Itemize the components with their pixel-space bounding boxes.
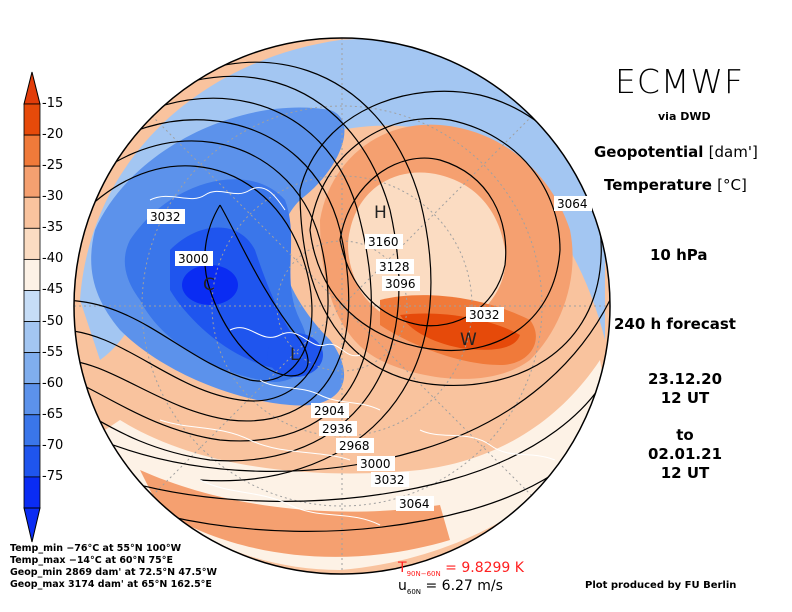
colorbar-cell: [23, 134, 41, 167]
contour-label-text: 3128: [379, 260, 410, 274]
valid-date-block: to 02.01.21 12 UT: [620, 426, 750, 483]
colorbar: [23, 71, 41, 543]
colorbar-cell: [23, 103, 41, 136]
map-border: [73, 37, 611, 575]
contour-label-text: 3032: [374, 473, 405, 487]
mean-wind: u60N = 6.27 m/s: [398, 578, 503, 596]
colorbar-cell: [23, 445, 41, 478]
valid-date: 02.01.21: [647, 445, 723, 463]
geop-max: Geop_max 3174 dam' at 65°N 162.5°E: [10, 579, 212, 590]
contour-label-text: 2968: [339, 439, 370, 453]
colorbar-tick-label: -20: [42, 127, 64, 143]
contour-label: 3064: [396, 496, 434, 511]
extremes-stats: Temp_min −76°C at 55°N 100°W Temp_max −1…: [10, 543, 217, 591]
mean-temperature: T90N−60N = 9.8299 K: [398, 560, 524, 578]
colorbar-cell: [23, 227, 41, 260]
polar-stereographic-map: [74, 38, 610, 574]
contour-label-text: 3000: [178, 252, 209, 266]
init-date-block: 23.12.20 12 UT: [620, 370, 750, 408]
colorbar-cell: [23, 258, 41, 291]
colorbar-cell: [23, 383, 41, 416]
contour-label: 3096: [382, 276, 420, 291]
init-time: 12 UT: [660, 389, 710, 407]
geop-min: Geop_min 2869 dam' at 72.5°N 47.5°W: [10, 567, 217, 578]
colorbar-cell: [23, 476, 41, 509]
colorbar-cell: [23, 290, 41, 322]
contour-label: 3160: [365, 234, 403, 249]
param2-label: Temperature [°C]: [604, 176, 747, 194]
contour-label-text: 3032: [150, 210, 181, 224]
colorbar-tick-label: -65: [42, 406, 64, 422]
forecast-label: 240 h forecast: [614, 315, 736, 333]
colorbar-cell: [23, 352, 41, 385]
temp-min: Temp_min −76°C at 55°N 100°W: [10, 543, 182, 554]
colorbar-cell: [23, 165, 41, 198]
colorbar-tick-label: -30: [42, 189, 64, 205]
contour-label: 2936: [319, 421, 357, 436]
colorbar-tick-label: -15: [42, 96, 64, 111]
temp-max: Temp_max −14°C at 60°N 75°E: [10, 555, 174, 566]
param2-unit: [°C]: [717, 176, 747, 194]
model-title: ECMWF: [615, 62, 744, 101]
contour-label-text: 3096: [385, 277, 416, 291]
param1-name: Geopotential: [594, 143, 704, 161]
colorbar-bottom-arrow: [23, 507, 41, 543]
level-label: 10 hPa: [650, 246, 708, 264]
contour-label-text: 3160: [368, 235, 399, 249]
colorbar-top-arrow: [23, 71, 41, 105]
contour-label: 2904: [311, 403, 349, 418]
param1-label: Geopotential [dam']: [594, 143, 758, 161]
colorbar-tick-label: -25: [42, 158, 64, 174]
init-date: 23.12.20: [647, 370, 723, 388]
contour-label: 3032: [147, 209, 185, 224]
contour-label: 3000: [357, 456, 395, 471]
mean-u-symbol: u: [398, 578, 407, 594]
to-label: to: [676, 426, 694, 444]
contour-labels: 3032 3000 3160 3128 3096 3032 3064 2904 2936 2968…: [147, 196, 592, 511]
source-subtitle: via DWD: [658, 110, 711, 123]
low-marker: L: [290, 345, 300, 365]
param2-name: Temperature: [604, 176, 712, 194]
contour-label: 3064: [554, 196, 592, 211]
contour-label: 3000: [175, 251, 213, 266]
contour-label-text: 2936: [322, 422, 353, 436]
colorbar-tick-label: -60: [42, 375, 64, 391]
contour-label-text: 3064: [399, 497, 430, 511]
coastlines: [149, 187, 556, 526]
colorbar-cell: [23, 196, 41, 229]
contour-label: 3032: [466, 307, 504, 322]
contour-label-text: 2904: [314, 404, 345, 418]
warm-marker: W: [460, 330, 477, 350]
contour-label-text: 3064: [557, 197, 588, 211]
colorbar-cell: [23, 414, 41, 447]
contour-label: 3128: [376, 259, 414, 274]
pressure-centres: H L W C: [203, 203, 477, 365]
colorbar-tick-label: -40: [42, 251, 64, 267]
param1-unit: [dam']: [708, 143, 758, 161]
colorbar-tick-label: -55: [42, 344, 64, 360]
colorbar-tick-label: -45: [42, 282, 64, 298]
cold-marker: C: [203, 275, 215, 295]
colorbar-tick-label: -70: [42, 437, 64, 453]
credit-text: Plot produced by FU Berlin: [585, 580, 737, 591]
mean-u-value: = 6.27 m/s: [425, 578, 503, 594]
mean-t-sub: 90N−60N: [406, 569, 441, 578]
mean-u-sub: 60N: [406, 587, 422, 596]
high-marker: H: [374, 203, 387, 223]
valid-time: 12 UT: [660, 464, 710, 482]
colorbar-cell: [23, 321, 41, 354]
colorbar-tick-label: -50: [42, 313, 64, 329]
mean-t-symbol: T: [398, 560, 407, 576]
contour-label-text: 3000: [360, 457, 391, 471]
contour-label-text: 3032: [469, 308, 500, 322]
contour-label: 3032: [371, 472, 409, 487]
geopotential-contours: [74, 61, 610, 532]
mean-t-value: = 9.8299 K: [445, 560, 524, 576]
colorbar-tick-label: -75: [42, 468, 64, 484]
contour-label: 2968: [336, 438, 374, 453]
colorbar-tick-label: -35: [42, 220, 64, 236]
